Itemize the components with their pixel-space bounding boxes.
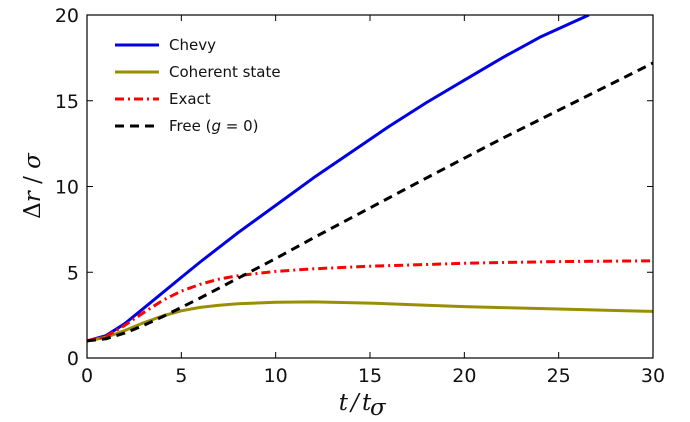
y-tick-label: 15 (55, 91, 79, 113)
series-layer (87, 15, 653, 343)
svg-text:t: t (339, 390, 349, 416)
x-tick-label: 25 (547, 365, 571, 387)
legend-label: Free (g = 0) (169, 117, 258, 135)
x-tick-label: 20 (452, 365, 476, 387)
legend-label: Coherent state (169, 63, 281, 81)
legend-label: Chevy (169, 36, 216, 54)
svg-text:/: / (349, 390, 361, 416)
x-tick-label: 0 (81, 365, 93, 387)
series-line-0 (87, 15, 590, 343)
x-tick-label: 5 (175, 365, 187, 387)
svg-text:σ: σ (370, 395, 387, 421)
series-line-2 (87, 259, 653, 343)
legend-item: Coherent state (115, 63, 281, 81)
legend-label: Exact (169, 90, 211, 108)
legend-item: Chevy (115, 36, 216, 54)
ticks-layer: 0 5 10 15 20 25 30 0 5 10 15 20 (55, 5, 665, 387)
legend-item: Exact (115, 90, 211, 108)
y-tick-label: 5 (67, 262, 79, 284)
y-tick-label: 0 (67, 348, 79, 370)
y-tick-label: 10 (55, 177, 79, 199)
x-axis-label: t / t σ (339, 390, 387, 421)
series-line-1 (87, 300, 653, 343)
x-tick-label: 15 (358, 365, 382, 387)
legend: Chevy Coherent state Exact Free (g = 0) (115, 36, 281, 135)
svg-text:t: t (362, 390, 372, 416)
legend-item: Free (g = 0) (115, 117, 258, 135)
x-tick-label: 10 (264, 365, 288, 387)
series-line-3 (87, 61, 653, 343)
y-tick-label: 20 (55, 5, 79, 27)
y-axis-label: Δr / σ (20, 152, 46, 219)
x-tick-label: 30 (641, 365, 665, 387)
svg-text:Δr / σ: Δr / σ (20, 152, 46, 219)
